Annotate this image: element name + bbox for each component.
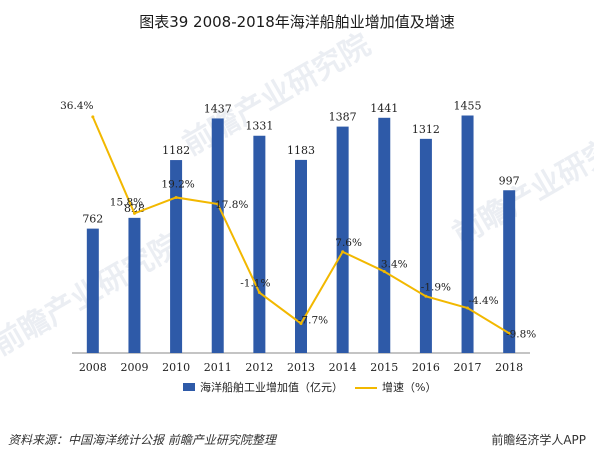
- bar: [336, 126, 349, 353]
- source-note: 资料来源：中国海洋统计公报 前瞻产业研究院整理: [8, 433, 276, 447]
- x-tick-label: 2017: [454, 361, 482, 374]
- bar: [461, 115, 474, 353]
- growth-value-label: 15.8%: [110, 196, 143, 208]
- x-tick-label: 2018: [495, 361, 523, 374]
- x-tick-label: 2008: [79, 361, 107, 374]
- bar: [253, 135, 266, 353]
- bar: [295, 159, 307, 353]
- bar-value-label: 997: [499, 174, 520, 187]
- bar: [128, 217, 141, 353]
- chart: 7622008828200911822010143720111331201211…: [60, 100, 536, 394]
- growth-value-label: -1.9%: [421, 281, 451, 293]
- bar: [503, 190, 516, 353]
- growth-value-label: 36.4%: [60, 100, 93, 112]
- growth-point: [424, 294, 428, 298]
- x-tick-label: 2010: [162, 361, 190, 374]
- growth-value-label: 19.2%: [161, 178, 194, 190]
- bar: [170, 160, 183, 353]
- x-tick-label: 2013: [287, 361, 315, 374]
- bar: [86, 228, 99, 353]
- x-tick-label: 2016: [412, 361, 440, 374]
- bar: [419, 138, 432, 353]
- growth-point: [216, 202, 220, 206]
- bar-value-label: 1455: [454, 100, 482, 113]
- x-tick-label: 2009: [120, 361, 148, 374]
- growth-value-label: -1.1%: [240, 278, 270, 290]
- growth-value-label: 17.8%: [215, 199, 248, 211]
- bar-value-label: 762: [82, 213, 103, 226]
- bar-value-label: 1182: [162, 144, 190, 157]
- bar-value-label: 1441: [370, 102, 398, 115]
- x-tick-label: 2014: [329, 361, 357, 374]
- growth-value-label: -4.4%: [468, 295, 498, 307]
- chart-title: 图表39 2008-2018年海洋船舶业增加值及增速: [139, 13, 455, 31]
- x-tick-label: 2011: [204, 361, 232, 374]
- growth-point: [174, 195, 178, 199]
- bar-value-label: 1183: [287, 144, 315, 157]
- growth-value-label: 7.6%: [335, 237, 362, 249]
- bar: [378, 117, 391, 353]
- growth-value-label: -9.8%: [506, 328, 536, 340]
- legend-bar-label: 海洋船舶工业增加值（亿元）: [200, 380, 343, 394]
- bar-value-label: 1312: [412, 123, 440, 136]
- bar-value-label: 1331: [245, 120, 273, 133]
- growth-point: [132, 211, 136, 215]
- growth-point: [382, 269, 386, 273]
- growth-point: [257, 291, 261, 295]
- legend-line-label: 增速（%）: [382, 380, 436, 394]
- legend-bar-swatch: [183, 383, 195, 391]
- growth-point: [507, 331, 511, 335]
- growth-point: [466, 306, 470, 310]
- growth-value-label: 3.4%: [381, 258, 408, 270]
- growth-value-label: -7.7%: [298, 314, 328, 326]
- bar-value-label: 1387: [329, 111, 357, 124]
- x-tick-label: 2012: [245, 361, 273, 374]
- growth-point: [91, 115, 95, 119]
- bar: [211, 118, 224, 353]
- growth-point: [299, 321, 303, 325]
- bar-value-label: 1437: [204, 102, 232, 115]
- growth-point: [341, 250, 345, 254]
- brand-label: 前瞻经济学人APP: [491, 433, 586, 447]
- x-tick-label: 2015: [370, 361, 398, 374]
